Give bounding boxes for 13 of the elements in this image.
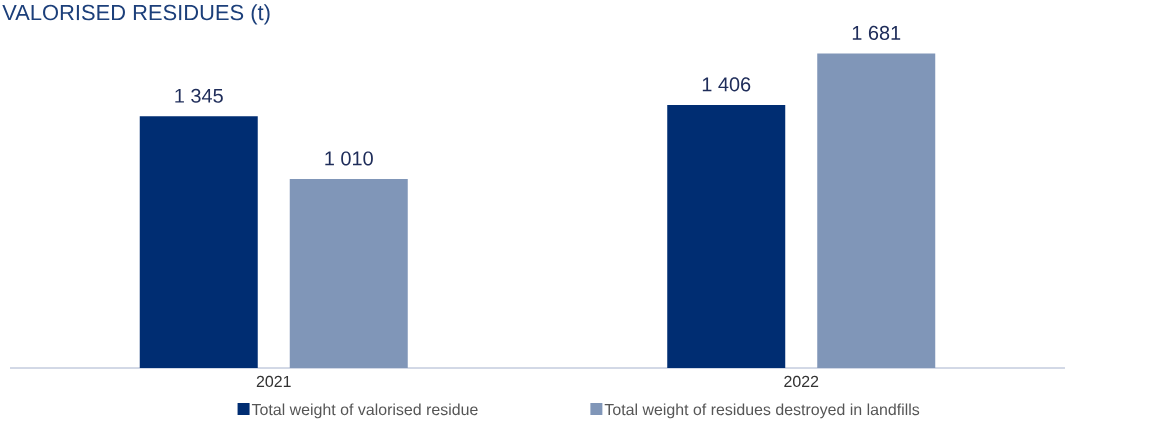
legend-label: Total weight of valorised residue	[251, 403, 478, 419]
x-tick-label: 2022	[784, 375, 819, 388]
data-label: 1 406	[702, 77, 751, 92]
bar	[139, 116, 258, 368]
legend-label: Total weight of residues destroyed in landfills	[604, 403, 920, 419]
x-tick-label: 2021	[256, 375, 291, 388]
data-label: 1 010	[325, 151, 373, 166]
chart-title: VALORISED RESIDUES (t)	[2, 4, 270, 25]
bar	[817, 53, 936, 368]
bar	[289, 179, 408, 368]
bar	[667, 104, 786, 368]
data-label: 1 681	[852, 25, 901, 40]
data-label: 1 345	[175, 88, 223, 103]
